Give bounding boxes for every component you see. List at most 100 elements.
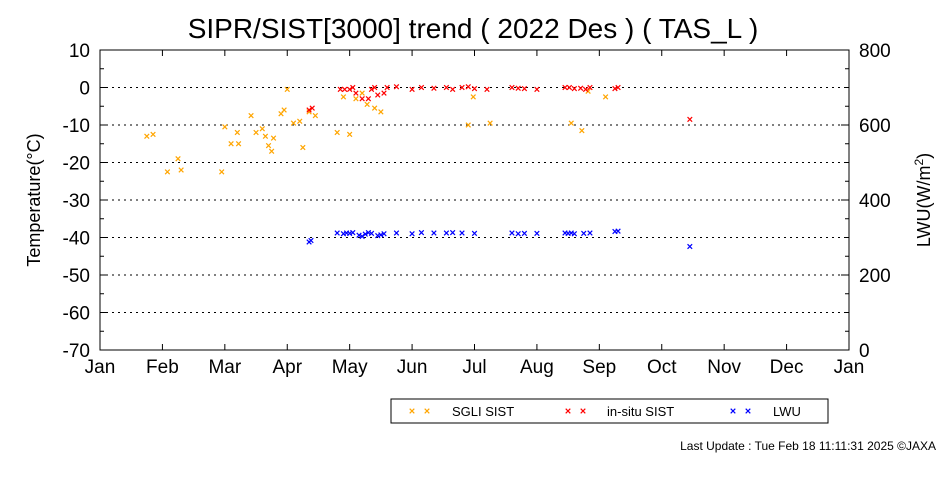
data-point	[284, 86, 290, 93]
data-point	[562, 84, 568, 91]
data-point	[228, 141, 234, 147]
data-point	[381, 90, 387, 96]
data-point	[418, 84, 425, 91]
data-point	[222, 124, 228, 130]
data-point	[571, 85, 578, 92]
data-point	[290, 120, 297, 126]
data-point	[687, 243, 693, 250]
data-point	[368, 86, 375, 93]
data-point	[534, 86, 540, 93]
legend-marker	[730, 408, 736, 414]
data-point	[509, 84, 515, 91]
data-point	[308, 237, 314, 244]
data-point	[346, 131, 353, 138]
data-point	[365, 96, 372, 102]
data-point	[248, 112, 254, 119]
x-tick-label: Mar	[208, 357, 241, 378]
y2-tick-label: 400	[859, 191, 891, 212]
data-point	[465, 84, 471, 90]
data-point	[449, 86, 456, 93]
x-axis: Jan Feb Mar Apr May Jun Jul Aug Sep Oct Nov Dec Jan	[85, 50, 865, 378]
data-point	[309, 105, 315, 111]
data-point	[459, 230, 465, 236]
data-point	[368, 230, 375, 237]
data-point	[449, 229, 456, 236]
data-point	[393, 230, 400, 236]
x-tick-label: Oct	[647, 357, 677, 378]
data-point	[281, 107, 287, 113]
data-point	[359, 233, 365, 240]
data-point	[515, 85, 521, 91]
data-point	[268, 148, 275, 154]
x-tick-label: Jan	[85, 357, 116, 378]
data-point	[409, 231, 415, 237]
data-point	[393, 84, 400, 90]
x-tick-label: Aug	[520, 357, 554, 378]
data-point	[270, 135, 277, 141]
data-point	[306, 107, 312, 113]
x-tick-label: Jan	[834, 357, 865, 378]
last-update-text: Last Update : Tue Feb 18 11:11:31 2025 ©…	[680, 439, 936, 453]
data-point	[587, 84, 593, 91]
x-tick-label: Jul	[462, 357, 486, 378]
data-point	[371, 84, 378, 91]
legend-label: in-situ SIST	[607, 404, 674, 419]
y2-label-main: LWU(W/m	[914, 166, 934, 248]
data-point	[164, 169, 171, 175]
data-point	[234, 129, 241, 136]
data-point	[534, 230, 540, 237]
y2-tick-label: 800	[859, 41, 891, 62]
data-point	[568, 120, 574, 126]
x-tick-label: May	[332, 357, 368, 378]
data-point	[235, 141, 242, 147]
y-tick-label: -30	[63, 191, 90, 212]
x-tick-label: Dec	[770, 357, 804, 378]
data-point	[259, 126, 266, 132]
y2-tick-label: 0	[859, 341, 870, 362]
series-group	[306, 228, 693, 250]
data-point	[566, 84, 573, 91]
data-point	[515, 231, 521, 237]
data-point	[253, 129, 259, 136]
series-group	[306, 84, 693, 123]
legend-marker	[745, 408, 751, 414]
data-point	[178, 167, 184, 173]
data-point	[521, 85, 528, 92]
chart-title: SIPR/SIST[3000] trend ( 2022 Des ) ( TAS…	[188, 13, 759, 44]
y-tick-label: -40	[63, 229, 90, 250]
right-axis: 800 600 400 200 0	[841, 41, 891, 362]
data-point	[418, 229, 425, 236]
data-point	[350, 229, 356, 236]
y-tick-label: -20	[63, 154, 90, 175]
y2-axis-label: LWU(W/m2)	[912, 153, 934, 247]
data-point	[378, 232, 384, 238]
y2-tick-label: 200	[859, 266, 891, 287]
y2-tick-label: 600	[859, 116, 891, 137]
data-point	[353, 96, 359, 102]
data-point	[371, 105, 378, 111]
data-point	[409, 86, 415, 93]
data-point	[340, 94, 347, 100]
data-point	[577, 85, 584, 91]
data-point	[443, 84, 450, 91]
data-point	[687, 116, 693, 123]
left-axis: 10 0 -10 -20 -30 -40 -50 -60 -70	[63, 41, 108, 362]
data-point	[615, 84, 621, 91]
x-tick-label: Apr	[272, 357, 302, 378]
data-point	[312, 112, 319, 119]
data-point	[175, 156, 181, 162]
data-point	[262, 133, 269, 139]
x-tick-label: Nov	[707, 357, 741, 378]
data-point	[431, 85, 437, 91]
data-point	[571, 231, 578, 237]
legend-marker	[565, 408, 571, 414]
y-tick-label: 0	[79, 79, 90, 100]
data-point	[615, 228, 621, 234]
data-point	[364, 101, 370, 108]
data-point	[587, 230, 593, 236]
data-point	[465, 122, 471, 128]
y-tick-label: -70	[63, 341, 90, 362]
data-point	[459, 84, 465, 91]
data-point	[218, 169, 225, 175]
